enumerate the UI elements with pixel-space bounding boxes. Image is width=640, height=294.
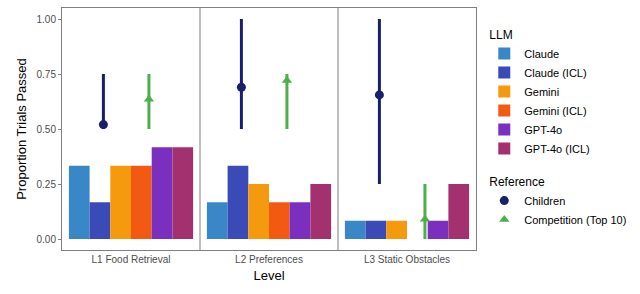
svg-text:GPT-4o (ICL): GPT-4o (ICL)	[524, 143, 589, 155]
svg-text:L2 Preferences: L2 Preferences	[235, 254, 303, 265]
svg-text:Competition (Top 10): Competition (Top 10)	[524, 214, 626, 226]
svg-text:0.00: 0.00	[37, 234, 57, 245]
svg-text:Level: Level	[253, 268, 284, 283]
svg-text:Claude: Claude	[524, 48, 559, 60]
svg-text:0.75: 0.75	[37, 69, 57, 80]
svg-text:0.25: 0.25	[37, 179, 57, 190]
svg-text:L1 Food Retrieval: L1 Food Retrieval	[92, 254, 171, 265]
svg-text:Proportion Trials Passed: Proportion Trials Passed	[14, 58, 29, 200]
svg-text:0.50: 0.50	[37, 124, 57, 135]
svg-text:Reference: Reference	[489, 175, 545, 189]
svg-text:1.00: 1.00	[37, 14, 57, 25]
svg-text:Gemini: Gemini	[524, 86, 559, 98]
svg-text:GPT-4o: GPT-4o	[524, 124, 562, 136]
svg-text:L3 Static Obstacles: L3 Static Obstacles	[364, 254, 450, 265]
svg-text:LLM: LLM	[489, 28, 512, 42]
svg-text:Children: Children	[524, 195, 565, 207]
svg-text:Gemini (ICL): Gemini (ICL)	[524, 105, 586, 117]
svg-text:Claude (ICL): Claude (ICL)	[524, 67, 586, 79]
